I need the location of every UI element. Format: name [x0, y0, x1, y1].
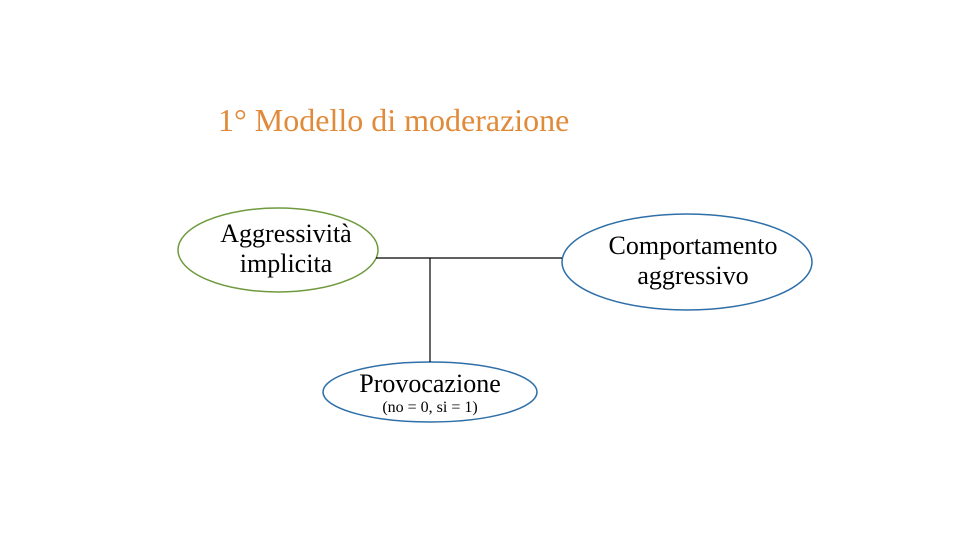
diagram-title: 1° Modello di moderazione	[218, 102, 569, 139]
node-left-label: Aggressività implicita	[220, 219, 351, 279]
node-right-label: Comportamento aggressivo	[609, 231, 778, 291]
node-right: Comportamento aggressivo	[583, 230, 803, 292]
diagram-svg	[0, 0, 960, 540]
node-left: Aggressività implicita	[206, 218, 366, 280]
node-bottom: Provocazione (no = 0, si = 1)	[330, 370, 530, 416]
node-bottom-sublabel: (no = 0, si = 1)	[382, 399, 477, 417]
node-bottom-label: Provocazione	[359, 369, 501, 399]
diagram-canvas: { "canvas": { "width": 960, "height": 54…	[0, 0, 960, 540]
